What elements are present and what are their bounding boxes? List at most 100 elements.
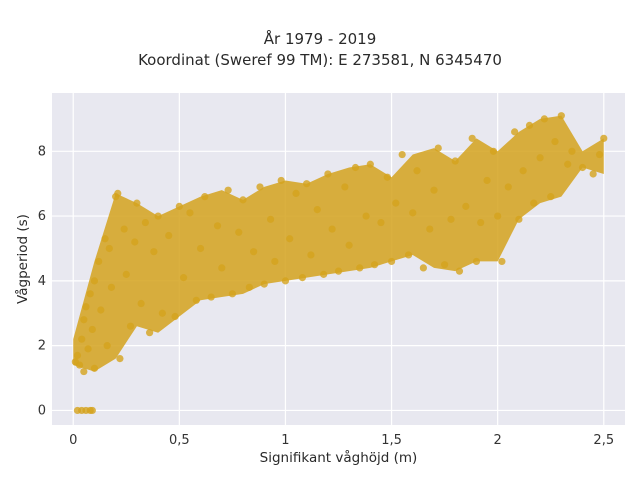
scatter-point: [137, 299, 145, 308]
scatter-point: [133, 199, 141, 207]
scatter-point: [107, 283, 116, 291]
scatter-point: [207, 293, 215, 301]
scatter-point: [595, 150, 604, 159]
scatter-point: [73, 351, 82, 359]
scatter-point: [313, 206, 321, 214]
scatter-point: [341, 183, 349, 191]
scatter-point: [447, 215, 455, 223]
scatter-point: [434, 144, 442, 152]
scatter-point: [88, 406, 96, 415]
scatter-point: [530, 199, 538, 207]
scatter-point: [392, 199, 400, 207]
scatter-point: [441, 261, 449, 269]
scatter-point: [419, 264, 427, 272]
scatter-point: [351, 163, 360, 172]
scatter-point: [519, 167, 527, 175]
x-tick-label: 0: [69, 433, 77, 448]
scatter-point: [101, 235, 109, 243]
scatter-point: [122, 270, 130, 278]
scatter-point: [477, 218, 485, 227]
scatter-point: [292, 189, 300, 198]
scatter-point: [235, 228, 243, 236]
scatter-point: [383, 173, 391, 181]
scatter-point: [245, 283, 253, 291]
scatter-density-cloud: [73, 115, 604, 372]
scatter-point: [179, 274, 188, 282]
scatter-point: [413, 167, 421, 175]
scatter-point: [404, 251, 413, 259]
scatter-point: [557, 112, 565, 120]
scatter-point: [462, 202, 470, 210]
scatter-point: [468, 134, 476, 142]
scatter-point: [320, 270, 328, 278]
scatter-point: [494, 212, 502, 220]
scatter-point: [277, 176, 285, 185]
scatter-point: [387, 257, 396, 266]
scatter-point: [105, 244, 113, 253]
scatter-point: [589, 170, 597, 178]
chart-subtitle: Koordinat (Sweref 99 TM): E 273581, N 63…: [138, 51, 502, 69]
scatter-point: [75, 361, 84, 369]
scatter-point: [146, 329, 154, 337]
scatter-point: [281, 277, 290, 285]
scatter-point: [154, 212, 162, 220]
scatter-point: [551, 137, 559, 146]
scatter-point: [150, 248, 158, 256]
scatter-point: [196, 244, 205, 253]
scatter-point: [90, 277, 99, 285]
scatter-point: [298, 274, 307, 282]
x-tick-label: 1,5: [381, 433, 402, 448]
scatter-point: [430, 186, 438, 194]
scatter-point: [409, 209, 417, 217]
scatter-point: [82, 303, 90, 311]
scatter-point: [356, 264, 364, 272]
scatter-point: [398, 150, 406, 159]
scatter-point: [345, 241, 353, 249]
scatter-point: [498, 257, 506, 266]
scatter-point: [536, 154, 544, 162]
scatter-point: [260, 280, 268, 288]
y-tick-label: 6: [38, 209, 46, 224]
scatter-point: [303, 180, 311, 188]
scatter-point: [84, 345, 92, 353]
x-tick-label: 0,5: [169, 433, 190, 448]
scatter-point: [218, 264, 226, 272]
scatter-point: [483, 176, 491, 185]
scatter-point: [324, 170, 332, 178]
y-tick-label: 4: [38, 274, 46, 289]
scatter-point: [78, 335, 86, 343]
scatter-point: [426, 225, 434, 233]
scatter-point: [568, 147, 576, 155]
scatter-point: [451, 157, 459, 165]
y-tick-label: 2: [38, 339, 46, 354]
x-tick-label: 1: [281, 433, 289, 448]
scatter-point: [213, 222, 222, 230]
scatter-point: [307, 251, 315, 259]
scatter-point: [186, 209, 194, 217]
scatter-point: [165, 231, 173, 240]
scatter-point: [120, 225, 128, 233]
scatter-point: [377, 218, 385, 227]
scatter-point: [80, 316, 88, 324]
scatter-point: [80, 367, 88, 376]
scatter-point: [192, 296, 200, 304]
scatter-point: [201, 193, 209, 201]
scatter-point: [86, 290, 94, 298]
scatter-point: [266, 215, 275, 223]
scatter-point: [578, 163, 587, 172]
scatter-point: [90, 364, 99, 372]
scatter-point: [224, 186, 232, 194]
scatter-point: [250, 248, 258, 256]
scatter-point: [175, 202, 183, 210]
scatter-point: [228, 290, 236, 298]
scatter-point: [504, 183, 512, 191]
scatter-point: [88, 325, 96, 334]
x-axis-label: Signifikant våghöjd (m): [260, 449, 418, 466]
scatter-point: [126, 322, 135, 330]
scatter-point: [158, 309, 166, 317]
y-tick-label: 0: [38, 403, 46, 418]
x-tick-label: 2,5: [593, 433, 614, 448]
scatter-point: [95, 257, 103, 266]
scatter-point: [239, 196, 247, 204]
